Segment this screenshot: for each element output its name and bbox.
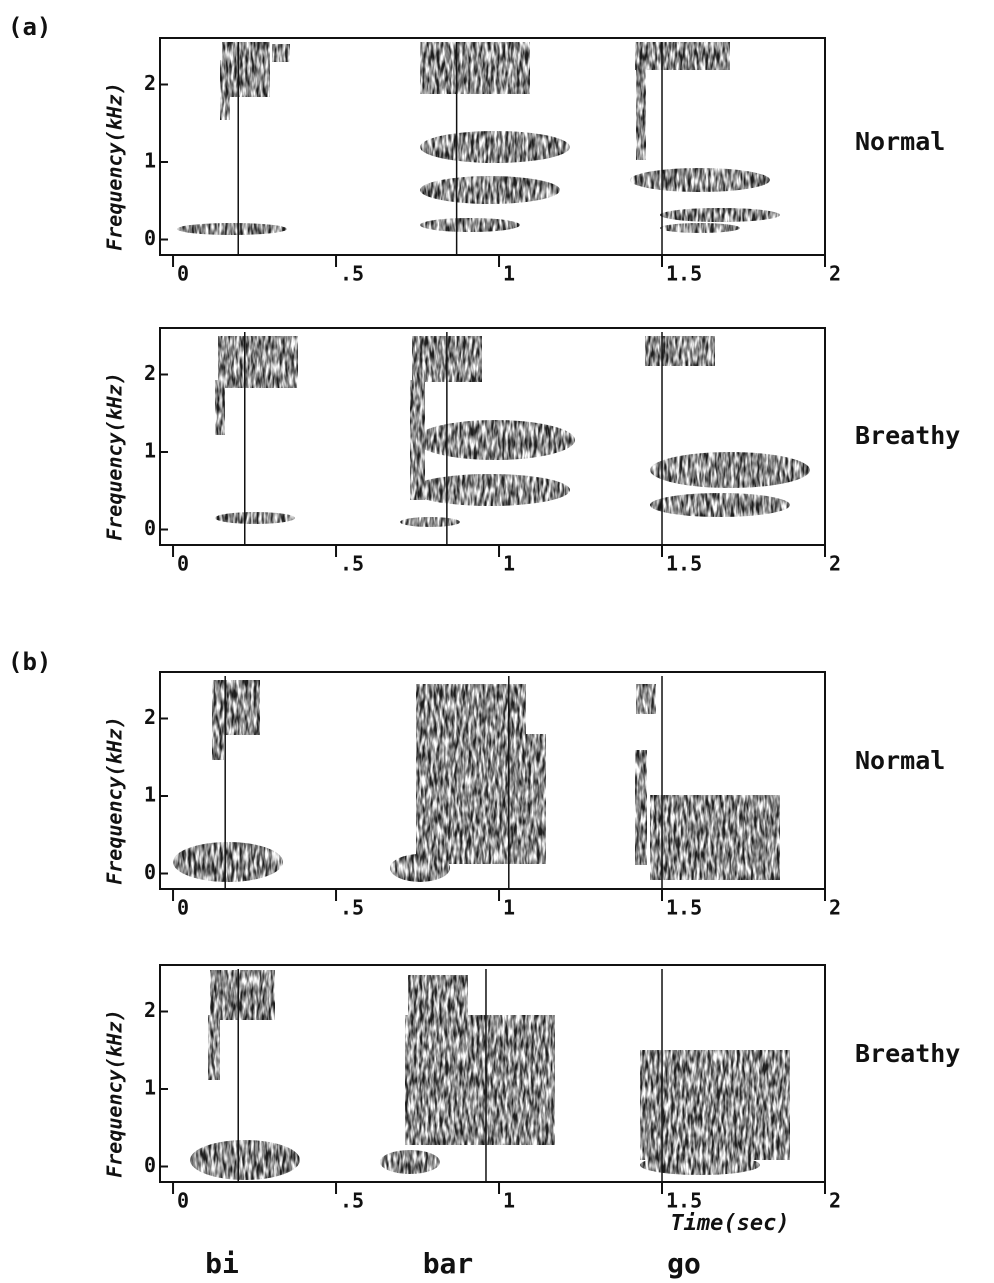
spectrogram-energy <box>173 42 810 1180</box>
y-tick-label: 1 <box>144 1076 156 1100</box>
x-tick-label: 1 <box>503 262 515 286</box>
x-tick-label: 1.5 <box>666 1189 702 1213</box>
section-label: (a) <box>8 13 51 41</box>
x-tick-label: 1 <box>503 896 515 920</box>
y-tick-label: 0 <box>144 516 156 540</box>
x-tick-label: 0 <box>177 1189 189 1213</box>
plot-frame <box>159 964 826 1183</box>
plot-frame <box>159 327 826 546</box>
x-tick-label: .5 <box>340 1189 364 1213</box>
syllable: go <box>667 1247 701 1280</box>
y-tick-label: 2 <box>144 71 156 95</box>
y-tick-label: 1 <box>144 439 156 463</box>
plot-frame <box>159 671 826 890</box>
x-tick-label: 1.5 <box>666 552 702 576</box>
x-tick-label: .5 <box>340 262 364 286</box>
panel-title: Breathy <box>855 421 960 450</box>
y-tick-label: 0 <box>144 860 156 884</box>
y-axis-label: Frequency(kHz) <box>103 372 127 541</box>
panel-title: Normal <box>855 127 945 156</box>
x-tick-label: 1.5 <box>666 896 702 920</box>
syllable: bi <box>205 1247 239 1280</box>
panel-title: Breathy <box>855 1039 960 1068</box>
y-tick-label: 2 <box>144 361 156 385</box>
x-tick-label: .5 <box>340 896 364 920</box>
plot-frame <box>159 37 826 256</box>
x-tick-label: 2 <box>829 262 841 286</box>
y-tick-label: 2 <box>144 705 156 729</box>
y-axis-label: Frequency(kHz) <box>103 82 127 251</box>
x-tick-label: 1.5 <box>666 262 702 286</box>
syllable: bar <box>423 1247 474 1280</box>
y-tick-label: 1 <box>144 149 156 173</box>
y-tick-label: 2 <box>144 998 156 1022</box>
x-tick-label: .5 <box>340 552 364 576</box>
x-tick-label: 0 <box>177 552 189 576</box>
x-tick-label: 0 <box>177 896 189 920</box>
panel-title: Normal <box>855 746 945 775</box>
x-tick-label: 1 <box>503 1189 515 1213</box>
y-axis-label: Frequency(kHz) <box>103 1009 127 1178</box>
x-tick-label: 1 <box>503 552 515 576</box>
y-tick-label: 1 <box>144 783 156 807</box>
y-tick-label: 0 <box>144 226 156 250</box>
x-tick-label: 2 <box>829 552 841 576</box>
y-tick-label: 0 <box>144 1153 156 1177</box>
x-tick-label: 2 <box>829 896 841 920</box>
section-label: (b) <box>8 648 51 676</box>
x-tick-label: 0 <box>177 262 189 286</box>
y-axis-label: Frequency(kHz) <box>103 716 127 885</box>
x-tick-label: 2 <box>829 1189 841 1213</box>
x-axis-label: Time(sec) <box>670 1211 789 1236</box>
